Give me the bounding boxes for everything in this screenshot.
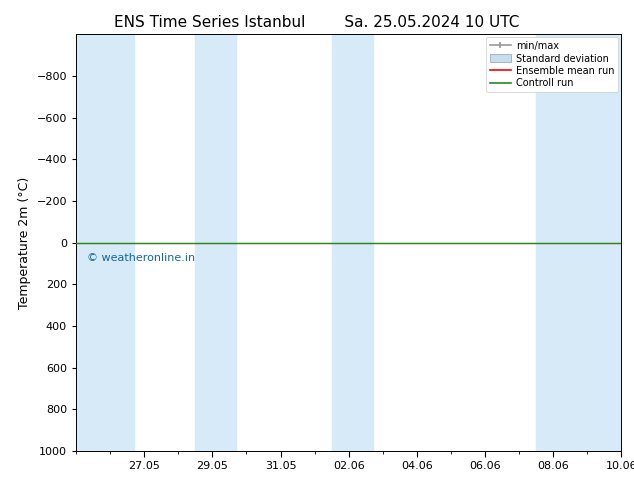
Text: ENS Time Series Istanbul        Sa. 25.05.2024 10 UTC: ENS Time Series Istanbul Sa. 25.05.2024 … bbox=[114, 15, 520, 30]
Text: © weatheronline.in: © weatheronline.in bbox=[87, 253, 195, 263]
Legend: min/max, Standard deviation, Ensemble mean run, Controll run: min/max, Standard deviation, Ensemble me… bbox=[486, 37, 618, 92]
Bar bbox=[332, 34, 373, 451]
Bar bbox=[195, 34, 236, 451]
Bar bbox=[76, 34, 134, 451]
Y-axis label: Temperature 2m (°C): Temperature 2m (°C) bbox=[18, 176, 31, 309]
Bar bbox=[536, 34, 621, 451]
